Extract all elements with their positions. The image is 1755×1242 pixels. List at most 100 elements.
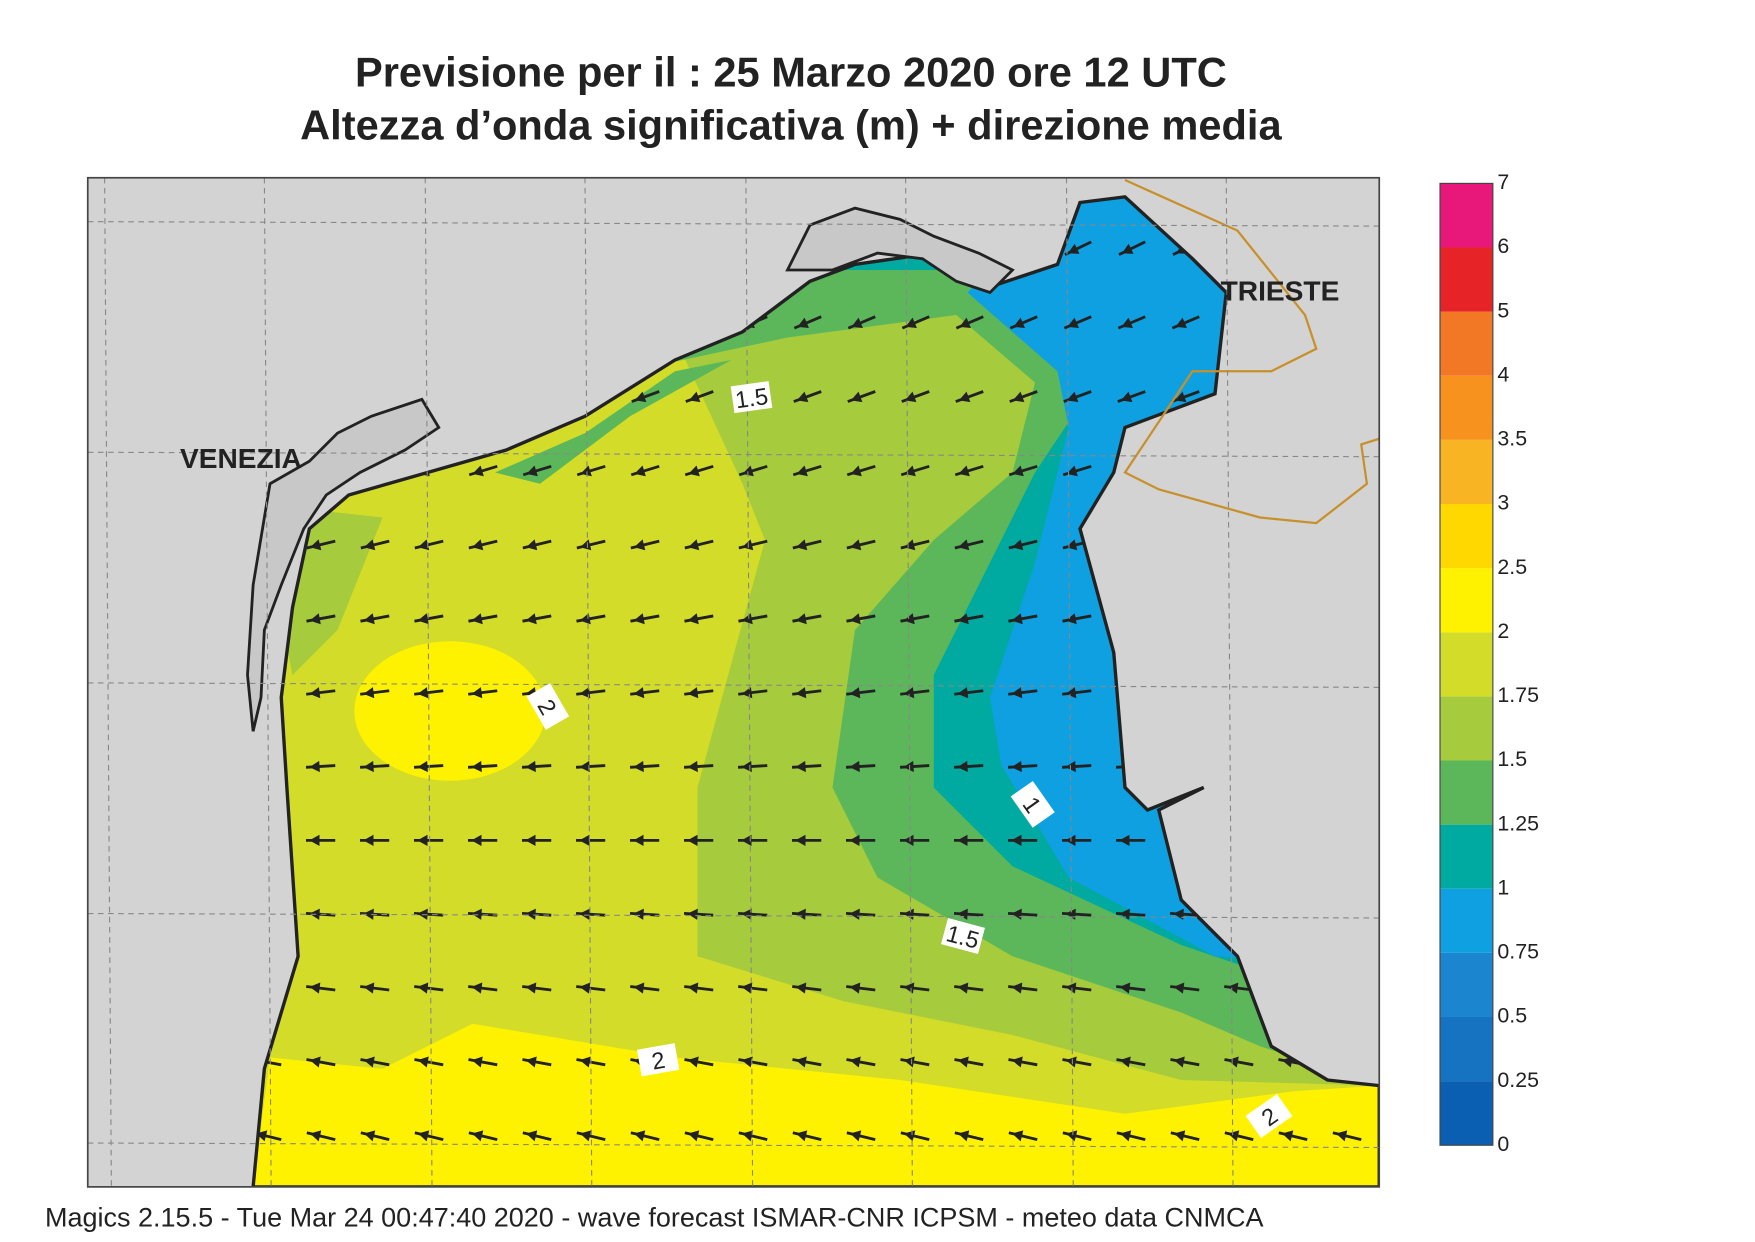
- arrow-head: [903, 613, 915, 625]
- contour-label: 1.5: [730, 381, 773, 414]
- arrow-head: [363, 982, 375, 994]
- arrow-head: [525, 908, 536, 920]
- arrow-head: [417, 760, 428, 773]
- arrow-head: [526, 539, 538, 551]
- arrow-head: [418, 539, 430, 551]
- arrow-head: [849, 982, 861, 994]
- arrow-head: [417, 687, 429, 699]
- arrow-head: [526, 465, 538, 477]
- place-label: VENEZIA: [180, 443, 302, 474]
- legend-label: 7: [1497, 170, 1509, 194]
- arrow-head: [579, 982, 591, 994]
- grid-line: [745, 177, 754, 1187]
- arrow-head: [580, 465, 592, 477]
- arrow-head: [958, 465, 970, 477]
- arrow-head: [1066, 1130, 1078, 1142]
- arrow-head: [579, 1056, 591, 1068]
- arrow-head: [905, 317, 917, 329]
- arrow-head: [580, 1130, 592, 1142]
- legend-label: 5: [1497, 298, 1509, 322]
- arrow-head: [1011, 982, 1023, 994]
- arrow-head: [687, 613, 699, 625]
- arrow-head: [903, 760, 914, 773]
- arrow-head: [579, 760, 590, 773]
- arrow-head: [795, 687, 807, 699]
- arrow-head: [1066, 465, 1078, 477]
- arrow-head: [903, 834, 914, 846]
- arrow-head: [364, 1130, 376, 1142]
- arrow-head: [850, 391, 863, 403]
- arrow-head: [850, 1130, 862, 1142]
- arrow-head: [741, 1056, 753, 1068]
- arrow-head: [1175, 317, 1187, 329]
- legend-band: [1440, 311, 1493, 376]
- grid-line: [87, 912, 1380, 919]
- contour-label: 2: [1245, 1093, 1293, 1139]
- arrow-head: [309, 613, 321, 625]
- legend-band: [1440, 1081, 1493, 1146]
- arrow-head: [1012, 539, 1024, 551]
- arrow-head: [687, 760, 698, 773]
- arrow-head: [957, 687, 969, 699]
- arrow-head: [310, 539, 322, 551]
- arrow-head: [525, 613, 537, 625]
- arrow-head: [903, 908, 914, 920]
- arrow-head: [1120, 391, 1133, 403]
- arrow-head: [363, 1056, 375, 1068]
- grid-line: [584, 177, 593, 1187]
- arrow-head: [1121, 317, 1133, 329]
- arrow-head: [471, 687, 483, 699]
- arrow-head: [957, 834, 968, 846]
- legend-band: [1440, 760, 1493, 825]
- arrow-head: [1013, 317, 1025, 329]
- arrow-head: [904, 539, 916, 551]
- arrow-head: [1011, 613, 1023, 625]
- arrow-head: [742, 539, 754, 551]
- grid-line: [87, 221, 1380, 227]
- place-label: TRIESTE: [1221, 275, 1340, 306]
- arrow-head: [958, 391, 971, 403]
- legend-band: [1440, 888, 1493, 953]
- arrow-head: [1011, 1056, 1023, 1068]
- arrow-head: [363, 687, 375, 699]
- legend-band: [1440, 824, 1493, 889]
- arrow-head: [741, 760, 752, 773]
- arrow-head: [1173, 982, 1185, 994]
- arrow-head: [526, 1130, 538, 1142]
- arrow-head: [1119, 982, 1131, 994]
- arrow-head: [957, 760, 968, 773]
- arrow-head: [795, 908, 806, 920]
- arrow-head: [1228, 1130, 1240, 1142]
- arrow-head: [742, 1130, 754, 1142]
- lagoon-north: [785, 206, 1015, 295]
- arrow-head: [1173, 1056, 1185, 1068]
- arrow-head: [849, 1056, 861, 1068]
- arrow-head: [309, 834, 320, 846]
- legend-frame: [1439, 182, 1494, 1146]
- arrow-head: [1066, 391, 1079, 403]
- arrow-head: [633, 834, 644, 846]
- legend-band: [1440, 375, 1493, 440]
- arrow-head: [850, 465, 862, 477]
- arrow-head: [1282, 1130, 1294, 1142]
- arrow-head: [1174, 391, 1187, 403]
- grid-line: [104, 177, 112, 1187]
- legend-label: 2.5: [1497, 555, 1527, 579]
- arrow-head: [957, 613, 969, 625]
- arrow-head: [795, 982, 807, 994]
- arrow-head: [634, 539, 646, 551]
- legend-band: [1440, 952, 1493, 1017]
- arrow-head: [633, 982, 645, 994]
- arrow-head: [958, 539, 970, 551]
- title: Previsione per il : 25 Marzo 2020 ore 12…: [355, 49, 1227, 96]
- grid-line: [87, 1142, 1380, 1149]
- arrow-head: [310, 1130, 322, 1142]
- arrow-head: [1012, 465, 1024, 477]
- border: [1123, 178, 1380, 525]
- arrow-head: [471, 982, 483, 994]
- legend-band: [1440, 439, 1493, 504]
- grid-line: [87, 451, 1380, 458]
- label-box: [941, 918, 985, 954]
- arrow-head: [1065, 1056, 1077, 1068]
- arrow-head: [471, 613, 483, 625]
